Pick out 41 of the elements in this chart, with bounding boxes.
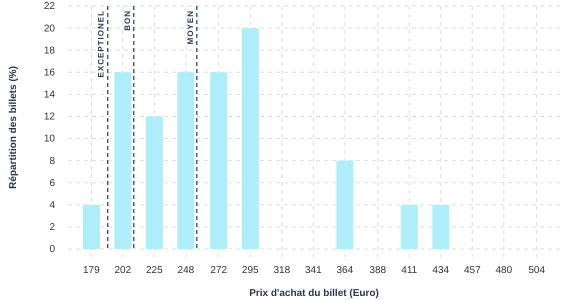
x-tick-label: 457 xyxy=(464,265,482,276)
y-tick-label: 22 xyxy=(44,1,56,12)
bar xyxy=(400,204,418,249)
x-tick-label: 179 xyxy=(82,265,100,276)
y-tick-label: 12 xyxy=(44,112,56,123)
x-tick-label: 411 xyxy=(401,265,418,276)
y-tick-label: 8 xyxy=(49,156,56,167)
y-tick-label: 14 xyxy=(44,90,56,101)
bar xyxy=(146,116,163,249)
bar xyxy=(177,72,194,249)
y-axis-title: Répartition des billets (%) xyxy=(8,66,19,189)
y-tick-label: 6 xyxy=(49,178,56,189)
bar xyxy=(242,28,259,249)
bar xyxy=(114,72,132,249)
ref-line-label: BON xyxy=(122,10,132,31)
x-tick-label: 480 xyxy=(495,265,513,276)
x-tick-label: 272 xyxy=(210,265,228,276)
x-tick-label: 434 xyxy=(432,265,450,276)
x-tick-label: 341 xyxy=(304,265,322,276)
x-axis-title: Prix d'achat du billet (Euro) xyxy=(249,288,379,299)
x-tick-label: 225 xyxy=(146,265,164,276)
bar xyxy=(432,204,450,249)
y-tick-label: 2 xyxy=(49,222,56,234)
x-tick-label: 504 xyxy=(528,265,546,276)
ref-line-label: EXCEPTIONEL xyxy=(96,10,106,78)
bar xyxy=(210,72,228,249)
bar xyxy=(82,204,100,249)
x-tick-label: 364 xyxy=(336,265,354,276)
y-tick-label: 10 xyxy=(44,134,56,145)
x-tick-label: 202 xyxy=(114,265,132,276)
y-tick-label: 16 xyxy=(44,67,56,78)
bar xyxy=(336,160,354,249)
y-tick-label: 18 xyxy=(44,45,56,56)
x-tick-label: 318 xyxy=(273,265,291,276)
y-tick-label: 4 xyxy=(49,200,56,212)
x-tick-label: 388 xyxy=(369,265,387,276)
y-tick-label: 0 xyxy=(49,244,56,256)
x-tick-label: 295 xyxy=(242,265,260,276)
ref-line-label: MOYEN xyxy=(186,10,195,44)
x-tick-label: 248 xyxy=(178,265,195,276)
y-tick-label: 20 xyxy=(44,23,56,34)
